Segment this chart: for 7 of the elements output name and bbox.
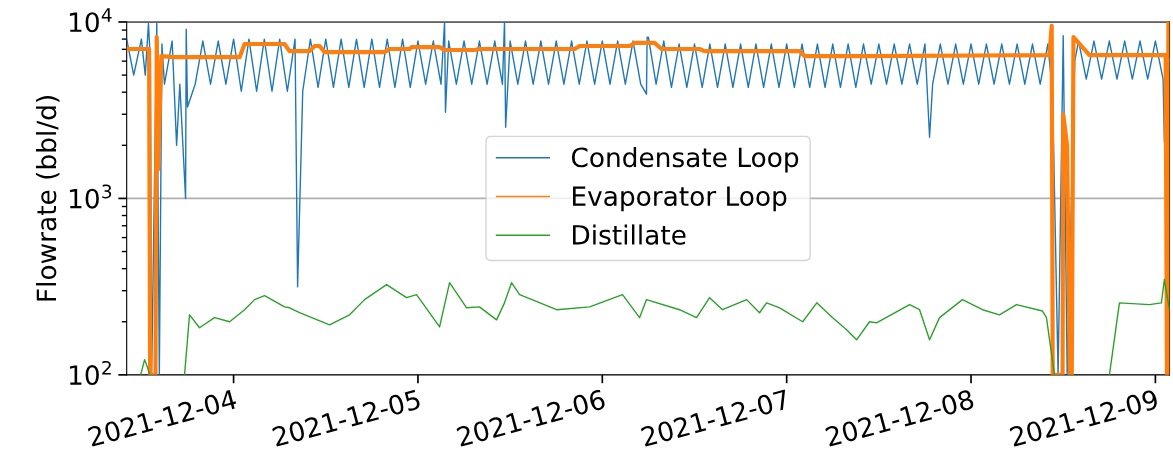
y-axis-title: Flowrate (bbl/d) (35, 96, 60, 301)
legend-label: Distillate (573, 224, 686, 245)
y-tick-label: 10$^{3}$ (69, 184, 112, 209)
legend-label: Evaporator Loop (573, 186, 787, 212)
y-tick-label: 10$^{4}$ (69, 8, 112, 33)
legend-label: Condensate Loop (571, 146, 799, 173)
y-tick-label: 10$^{2}$ (69, 360, 111, 386)
